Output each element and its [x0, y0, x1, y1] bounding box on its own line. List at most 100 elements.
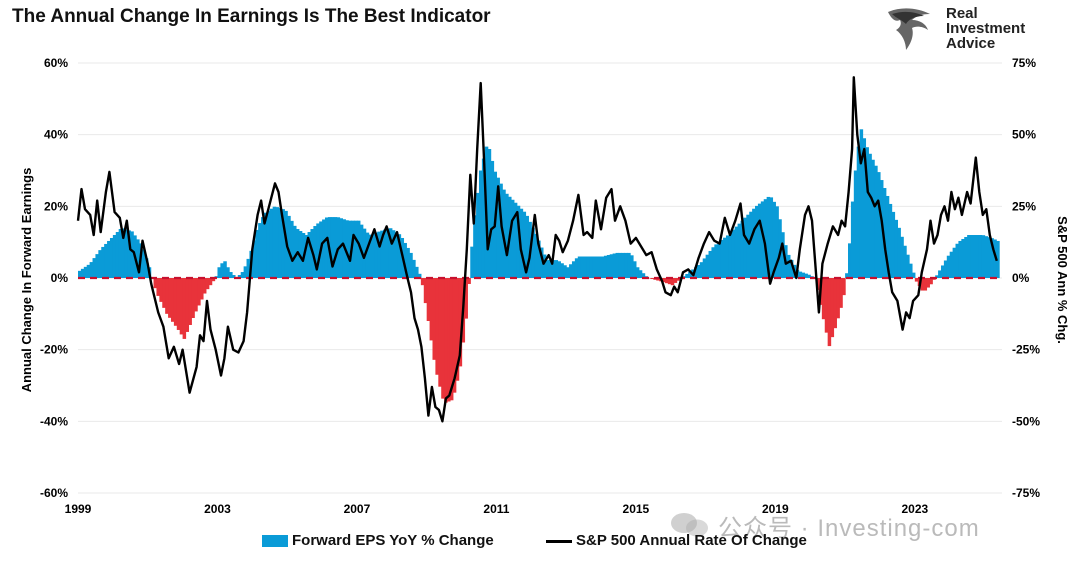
eps-bar: [417, 273, 422, 278]
eps-bar: [447, 278, 451, 402]
eps-bar: [897, 227, 901, 278]
eps-bar: [548, 260, 553, 278]
eps-bar: [478, 170, 483, 278]
eps-bar: [470, 246, 474, 278]
y2-tick-label: -75%: [1012, 486, 1040, 500]
eps-bar: [717, 242, 721, 278]
eps-bar: [420, 278, 425, 286]
legend-line-label: S&P 500 Annual Rate Of Change: [576, 532, 807, 549]
eps-bar: [650, 278, 654, 280]
eps-bar: [929, 278, 933, 285]
eps-bar: [909, 263, 913, 278]
eps-bar: [316, 223, 320, 278]
brand-logo-text: Real Investment Advice: [946, 6, 1025, 51]
eps-bar: [109, 237, 114, 278]
eps-bar: [853, 170, 858, 278]
eps-bar: [426, 278, 431, 321]
eps-bar: [121, 228, 126, 278]
eps-bar: [592, 256, 596, 278]
eps-bar: [906, 254, 910, 278]
eps-bar: [220, 263, 224, 278]
x-tick-label: 1999: [65, 502, 92, 516]
eps-bar: [786, 254, 791, 278]
eps-bar: [632, 261, 637, 278]
eps-bar: [112, 235, 117, 278]
eps-bar: [141, 249, 146, 278]
eps-bar: [243, 266, 248, 278]
eps-bar: [415, 266, 419, 278]
y-tick-label: 0%: [51, 271, 69, 285]
eps-bar: [798, 271, 803, 278]
eps-bar: [987, 237, 991, 278]
legend-bar-label: Forward EPS YoY % Change: [292, 532, 494, 549]
eps-bar: [606, 255, 611, 278]
y2-tick-label: 75%: [1012, 56, 1036, 70]
y2-tick-label: 50%: [1012, 128, 1036, 142]
eps-bar: [487, 149, 492, 278]
eps-bar: [118, 229, 123, 278]
eps-bar: [877, 172, 881, 278]
eps-bar: [848, 243, 852, 278]
eps-bar: [229, 272, 233, 278]
eps-bar: [278, 208, 282, 278]
eps-bar: [406, 247, 410, 278]
eps-bar: [952, 247, 957, 278]
eps-bar: [95, 254, 99, 278]
eps-bar: [955, 243, 960, 278]
eps-bar: [566, 267, 570, 278]
eps-bar: [900, 236, 904, 278]
eps-bar: [162, 278, 166, 308]
eps-bar: [182, 278, 187, 339]
eps-bar: [580, 256, 585, 278]
eps-bar: [926, 278, 930, 288]
y2-tick-label: -25%: [1012, 343, 1040, 357]
eps-bar: [386, 228, 390, 278]
eps-bar: [635, 267, 640, 278]
eps-bar: [136, 239, 140, 278]
eps-bar: [627, 252, 631, 278]
eps-bar: [766, 196, 771, 278]
left-axis-ticks: 60% 40% 20% 0% -20% -40% -60%: [40, 56, 68, 500]
eps-bar: [510, 199, 515, 278]
eps-bar: [769, 197, 774, 278]
eps-bar: [705, 254, 710, 278]
eps-bar: [641, 273, 646, 278]
eps-bar: [821, 278, 826, 320]
eps-bar: [694, 267, 698, 278]
eps-bar: [438, 278, 442, 387]
eps-bar: [380, 230, 384, 278]
right-axis-ticks: 75% 50% 25% 0% -25% -50% -75%: [1012, 56, 1040, 500]
x-tick-label: 2011: [483, 502, 509, 516]
eps-bar: [598, 256, 602, 278]
eps-bar: [127, 230, 131, 278]
eps-bar: [571, 261, 576, 278]
eps-bar: [615, 252, 620, 278]
eps-bar: [612, 253, 617, 278]
eps-bar: [836, 278, 840, 319]
eps-bar: [179, 278, 184, 335]
eps-bar: [194, 278, 198, 312]
eps-bar: [339, 218, 344, 278]
eps-bar: [720, 239, 724, 278]
eps-bar: [403, 242, 407, 278]
eps-bar: [144, 258, 149, 278]
eps-bar: [755, 205, 759, 278]
eps-bar: [618, 252, 622, 278]
eps-bar: [200, 278, 204, 300]
eps-bar: [185, 278, 190, 332]
eps-bar: [409, 252, 413, 278]
eps-bar: [824, 278, 829, 333]
eps-bar: [354, 220, 358, 278]
eps-bar: [781, 232, 785, 278]
x-tick-label: 2019: [762, 502, 789, 516]
eps-bar: [170, 278, 175, 322]
eps-bar: [624, 252, 628, 278]
eps-bar: [452, 278, 457, 393]
eps-bar: [833, 278, 837, 329]
legend-bar-swatch: [262, 535, 288, 548]
eps-bar: [996, 240, 1000, 278]
eps-bar: [685, 273, 689, 278]
eps-bar: [943, 260, 948, 278]
eps-bar: [589, 256, 593, 278]
